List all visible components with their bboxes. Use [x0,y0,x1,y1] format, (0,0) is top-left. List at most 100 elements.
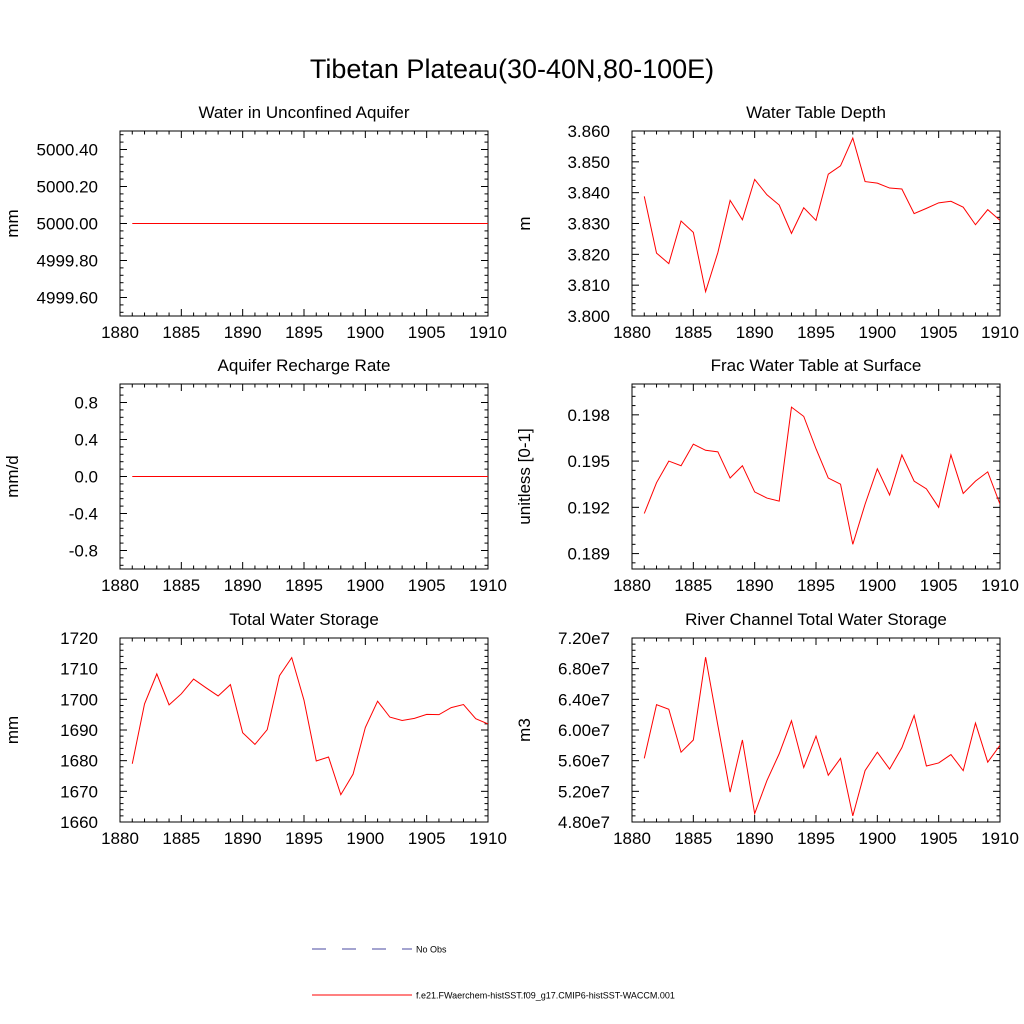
y-tick-label: 5.20e7 [558,782,610,801]
y-axis-label: mm [3,209,22,237]
x-tick-label: 1905 [920,576,958,595]
y-tick-label: 0.8 [74,394,98,413]
x-tick-label: 1900 [346,829,384,848]
y-axis-label: mm/d [3,455,22,498]
x-tick-label: 1910 [469,829,507,848]
series-line [131,656,488,796]
y-axis-label: unitless [0-1] [515,428,534,524]
y-tick-label: 3.840 [567,184,610,203]
x-tick-label: 1880 [101,323,139,342]
y-tick-label: 3.850 [567,153,610,172]
x-tick-label: 1880 [613,323,651,342]
x-tick-label: 1890 [736,576,774,595]
x-tick-label: 1890 [224,576,262,595]
y-tick-label: 3.800 [567,307,610,326]
y-tick-label: 5000.00 [37,215,98,234]
x-tick-label: 1905 [408,576,446,595]
panel-title: River Channel Total Water Storage [685,610,947,629]
x-tick-label: 1895 [285,829,323,848]
y-axis-label: mm [3,716,22,744]
y-tick-label: 1660 [60,813,98,832]
y-axis-label: m3 [515,718,534,742]
series-line [643,406,1000,545]
y-tick-label: 0.189 [567,545,610,564]
series-line [643,657,1000,817]
x-tick-label: 1900 [346,576,384,595]
y-tick-label: 4999.80 [37,252,98,271]
x-tick-label: 1900 [858,323,896,342]
panel-2: Water Table Depth m 1880 1885 1890 1895 1900 19… [515,103,1019,342]
x-tick-label: 1880 [101,829,139,848]
x-tick-label: 1910 [469,323,507,342]
y-tick-label: 6.00e7 [558,721,610,740]
y-tick-label: 1690 [60,721,98,740]
y-tick-label: 0.4 [74,431,98,450]
x-tick-label: 1885 [162,576,200,595]
x-tick-label: 1890 [736,323,774,342]
legend: No Obs f.e21.FWaerchem-histSST.f09_g17.CM… [312,945,675,1001]
y-tick-label: 3.820 [567,245,610,264]
x-tick-label: 1890 [224,829,262,848]
x-tick-label: 1910 [981,576,1019,595]
x-tick-label: 1880 [101,576,139,595]
x-tick-label: 1890 [736,829,774,848]
y-tick-label: 7.20e7 [558,629,610,648]
y-tick-label: 5000.40 [37,141,98,160]
x-tick-label: 1885 [674,576,712,595]
x-tick-label: 1910 [469,576,507,595]
x-tick-label: 1900 [346,323,384,342]
y-tick-label: 3.810 [567,276,610,295]
panel-title: Aquifer Recharge Rate [218,356,391,375]
x-tick-label: 1895 [797,576,835,595]
x-tick-label: 1900 [858,576,896,595]
y-tick-label: 4999.60 [37,289,98,308]
y-axis-label: m [515,216,534,230]
y-tick-label: 4.80e7 [558,813,610,832]
panel-frame [631,637,1001,823]
x-tick-label: 1905 [920,829,958,848]
y-tick-label: 1720 [60,629,98,648]
x-tick-label: 1895 [797,323,835,342]
panel-6: River Channel Total Water Storage m3 1880 1… [515,610,1019,848]
x-tick-label: 1895 [797,829,835,848]
legend-no-obs-label: No Obs [416,945,447,955]
x-tick-label: 1880 [613,829,651,848]
y-tick-label: -0.8 [69,542,98,561]
series-line [643,136,1000,294]
y-tick-label: 6.80e7 [558,660,610,679]
y-tick-label: 1700 [60,690,98,709]
x-tick-label: 1880 [613,576,651,595]
x-tick-label: 1885 [674,829,712,848]
y-tick-label: 1710 [60,660,98,679]
x-tick-label: 1910 [981,829,1019,848]
y-tick-label: -0.4 [69,505,98,524]
x-tick-label: 1885 [162,829,200,848]
panel-frame [631,383,1001,570]
y-tick-label: 0.195 [567,452,610,471]
y-tick-label: 6.40e7 [558,690,610,709]
panel-5: Total Water Storage mm 1880 1885 1890 1895 190… [3,610,507,848]
panel-1: Water in Unconfined Aquifer mm 1880 1885 189… [3,103,507,342]
y-tick-label: 5000.20 [37,178,98,197]
panel-3: Aquifer Recharge Rate mm/d 1880 1885 1890 189… [3,356,507,595]
y-tick-label: 3.830 [567,215,610,234]
panel-frame [631,130,1001,317]
x-tick-label: 1910 [981,323,1019,342]
x-tick-label: 1905 [920,323,958,342]
x-tick-label: 1890 [224,323,262,342]
panel-title: Frac Water Table at Surface [711,356,922,375]
x-tick-label: 1905 [408,323,446,342]
y-tick-label: 0.198 [567,406,610,425]
panel-frame [119,637,489,823]
y-tick-label: 3.860 [567,122,610,141]
y-tick-label: 5.60e7 [558,752,610,771]
y-tick-label: 0.0 [74,468,98,487]
x-tick-label: 1885 [162,323,200,342]
x-tick-label: 1900 [858,829,896,848]
panel-4: Frac Water Table at Surface unitless [0-1… [515,356,1019,595]
y-tick-label: 1670 [60,782,98,801]
legend-model-label: f.e21.FWaerchem-histSST.f09_g17.CMIP6-hi… [416,991,675,1001]
panel-title: Total Water Storage [229,610,379,629]
